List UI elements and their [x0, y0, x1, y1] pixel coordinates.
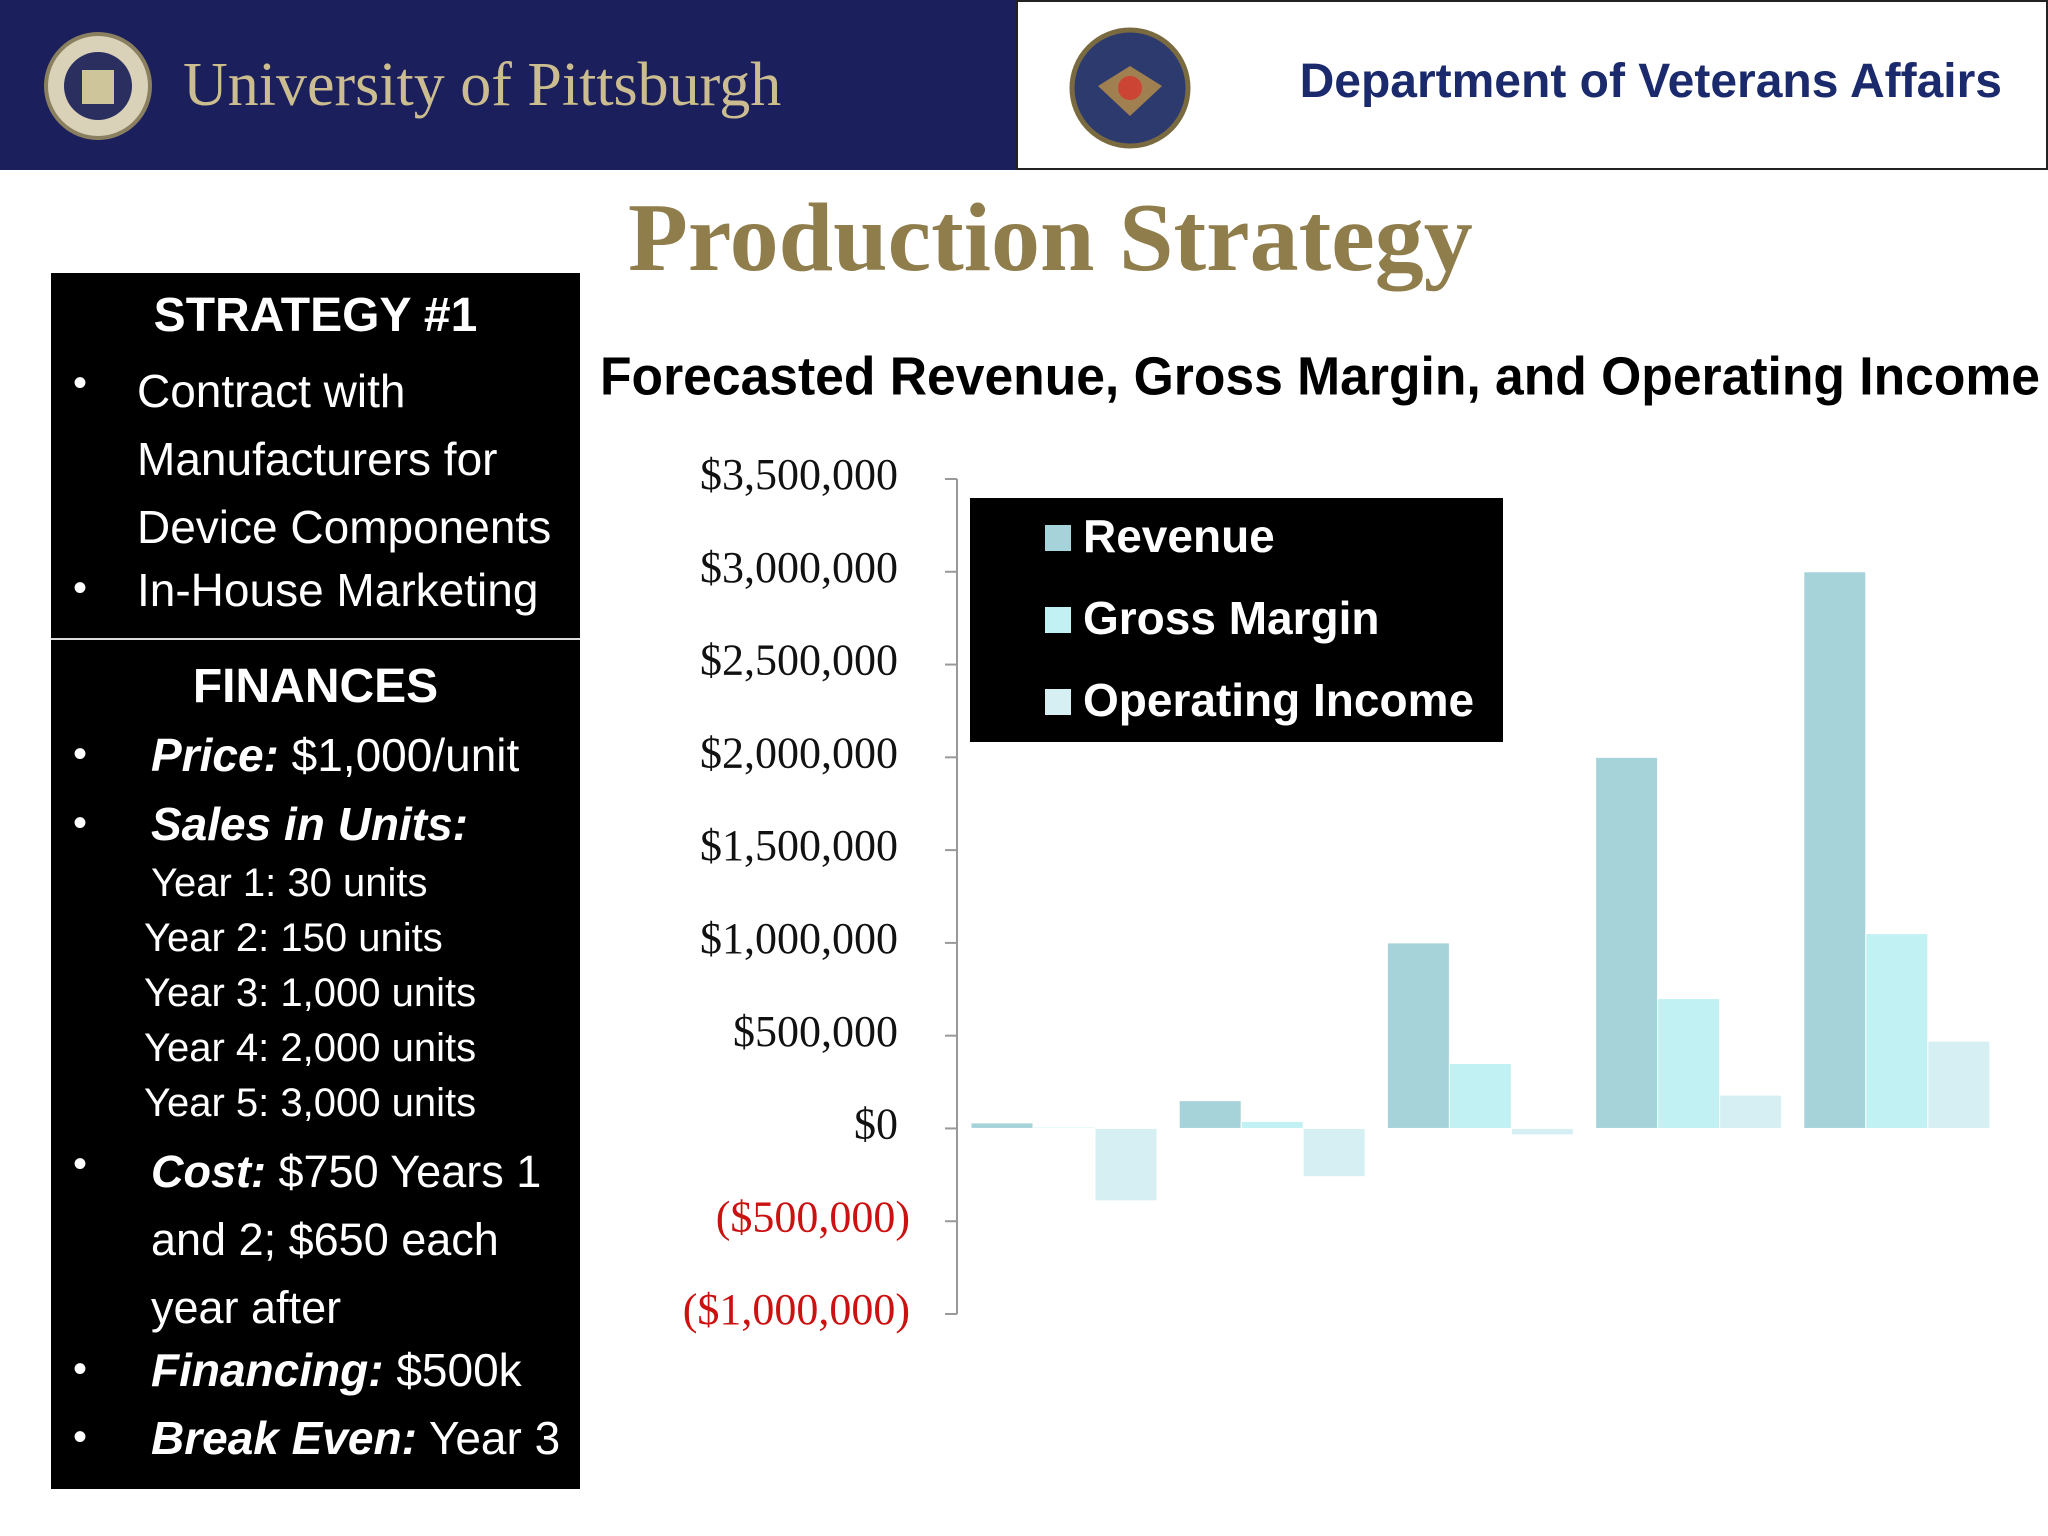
- bullet: •: [73, 1142, 88, 1186]
- legend-swatch: [1045, 525, 1071, 551]
- y-tick-label: $2,500,000: [700, 636, 898, 685]
- sales-line: Year 4: 2,000 units: [144, 1026, 477, 1070]
- header-right: Department of Veterans Affairs: [1016, 0, 2048, 170]
- bullet: •: [73, 1415, 88, 1459]
- legend-label: Operating Income: [1083, 674, 1474, 726]
- finances-title: FINANCES: [192, 660, 439, 713]
- header-left: University of Pittsburgh: [0, 0, 1016, 170]
- strategy-title: STRATEGY #1: [153, 289, 478, 342]
- finance-item: Price: $1,000/unit: [151, 728, 519, 782]
- y-tick-label: ($1,000,000): [683, 1285, 910, 1334]
- y-tick-label: $3,000,000: [700, 543, 898, 592]
- bar: [1803, 571, 1867, 1129]
- bar: [1448, 1063, 1512, 1129]
- legend-swatch: [1045, 607, 1071, 633]
- bar: [1657, 998, 1721, 1129]
- bar: [1510, 1127, 1574, 1136]
- bar: [1178, 1100, 1242, 1129]
- item-label: Cost:: [151, 1146, 266, 1197]
- pitt-seal: [44, 32, 152, 140]
- chart-title: Forecasted Revenue, Gross Margin, and Op…: [600, 346, 2040, 406]
- legend-label: Gross Margin: [1083, 592, 1380, 644]
- y-tick-label: $1,500,000: [700, 821, 898, 870]
- bar: [970, 1122, 1034, 1129]
- university-name: University of Pittsburgh: [183, 51, 782, 119]
- item-text: $500k: [396, 1344, 522, 1396]
- y-tick-label: $2,000,000: [700, 728, 898, 777]
- bullet: •: [73, 801, 88, 845]
- y-tick-label: $1,000,000: [700, 914, 898, 963]
- legend-swatch: [1045, 689, 1071, 715]
- va-seal: [1069, 27, 1191, 149]
- bar: [1240, 1120, 1304, 1129]
- bar: [1094, 1127, 1158, 1202]
- item-label: Financing:: [151, 1344, 384, 1396]
- slide-title: Production Strategy: [628, 184, 1473, 292]
- sales-line: Year 5: 3,000 units: [144, 1081, 477, 1125]
- strategy-panel: STRATEGY #1 • Contract with Manufacturer…: [51, 273, 580, 1489]
- item-label: Price:: [151, 729, 279, 781]
- sales-line: Year 3: 1,000 units: [144, 971, 477, 1015]
- department-name: Department of Veterans Affairs: [1299, 55, 2002, 108]
- y-tick-label: ($500,000): [716, 1192, 910, 1241]
- item-text: Year 3: [428, 1412, 561, 1464]
- bar: [1927, 1040, 1991, 1129]
- finance-item: Cost: $750 Years 1 and 2; $650 each year…: [151, 1138, 576, 1342]
- bullet: •: [73, 566, 88, 610]
- item-text: $750 Years 1 and 2; $650 each year after: [151, 1146, 542, 1333]
- y-tick-label: $500,000: [733, 1007, 898, 1056]
- strategy-bullet: Contract with Manufacturers for Device C…: [137, 365, 552, 553]
- finance-item: Break Even: Year 3: [151, 1411, 560, 1465]
- bar: [1595, 756, 1659, 1129]
- y-tick-label: $0: [854, 1100, 898, 1149]
- sales-line: Year 1: 30 units: [151, 861, 428, 905]
- sales-line: Year 2: 150 units: [144, 916, 443, 960]
- bullet: •: [73, 732, 88, 776]
- item-text: $1,000/unit: [291, 729, 520, 781]
- finance-item: Financing: $500k: [151, 1343, 522, 1397]
- bar: [1386, 942, 1450, 1129]
- item-label: Sales in Units:: [151, 798, 468, 850]
- bar: [1865, 933, 1929, 1129]
- divider: [51, 638, 580, 640]
- bar: [1719, 1094, 1783, 1129]
- bullet: •: [73, 1347, 88, 1391]
- legend-label: Revenue: [1083, 510, 1275, 562]
- bullet: •: [73, 361, 88, 405]
- item-label: Break Even:: [151, 1412, 417, 1464]
- strategy-bullet: In-House Marketing: [137, 564, 539, 616]
- bar: [1032, 1126, 1096, 1129]
- y-tick-label: $3,500,000: [700, 450, 898, 499]
- bar: [1302, 1127, 1366, 1178]
